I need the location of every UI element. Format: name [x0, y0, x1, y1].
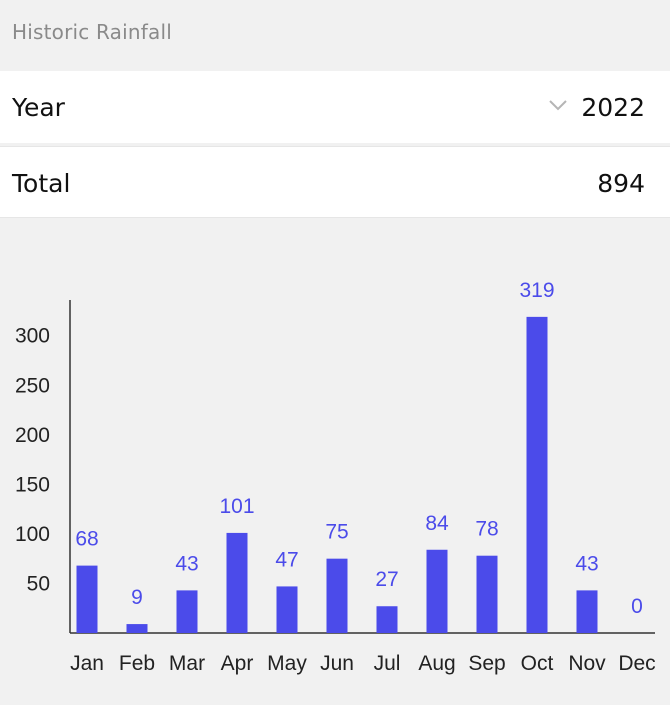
- x-tick-label: Feb: [119, 652, 155, 675]
- bar-chart: 50 100 150 200 250 300 68 Jan 9 Feb 43 Mar 101 Apr 47 M…: [15, 279, 656, 675]
- chevron-down-icon[interactable]: [546, 95, 570, 115]
- y-tick-label: 200: [15, 424, 50, 447]
- year-row: Year 2022: [0, 71, 670, 143]
- total-label: Total: [12, 169, 71, 198]
- bar: [376, 606, 398, 633]
- x-tick-label: Jun: [320, 652, 354, 675]
- x-tick-label: Apr: [221, 652, 254, 675]
- y-tick-label: 250: [15, 374, 50, 397]
- x-tick-label: Oct: [521, 652, 554, 675]
- y-tick-label: 150: [15, 473, 50, 496]
- data-label: 43: [175, 552, 198, 575]
- data-label: 68: [75, 528, 98, 551]
- data-label: 43: [575, 552, 598, 575]
- bar: [526, 316, 548, 633]
- total-row: Total 894: [0, 146, 670, 218]
- data-label: 101: [219, 495, 254, 518]
- bar: [576, 590, 598, 633]
- bar: [76, 565, 98, 633]
- data-label: 84: [425, 512, 449, 535]
- data-label: 9: [131, 586, 143, 609]
- data-label: 0: [631, 595, 643, 618]
- bar: [226, 532, 248, 633]
- y-tick-label: 50: [27, 572, 50, 595]
- y-tick-label: 300: [15, 325, 50, 348]
- data-label: 27: [375, 568, 398, 591]
- year-label: Year: [12, 93, 65, 122]
- x-tick-label: Dec: [618, 652, 655, 675]
- y-tick-label: 100: [15, 523, 50, 546]
- year-select[interactable]: [540, 71, 670, 143]
- bar: [276, 586, 298, 633]
- x-tick-label: Jul: [374, 652, 401, 675]
- section-title: Historic Rainfall: [12, 20, 172, 44]
- bar: [426, 549, 448, 633]
- x-tick-label: May: [267, 652, 307, 675]
- bar: [326, 558, 348, 633]
- data-label: 78: [475, 518, 498, 541]
- bar: [176, 590, 198, 633]
- x-tick-label: Mar: [169, 652, 205, 675]
- x-tick-label: Nov: [568, 652, 606, 675]
- data-label: 319: [519, 279, 554, 302]
- section-header: Historic Rainfall: [0, 0, 670, 68]
- bar: [126, 624, 148, 633]
- total-value: 894: [597, 169, 645, 198]
- year-value[interactable]: 2022: [581, 93, 645, 122]
- x-tick-label: Jan: [70, 652, 104, 675]
- x-tick-label: Sep: [468, 652, 505, 675]
- rainfall-chart: 50 100 150 200 250 300 68 Jan 9 Feb 43 Mar 101 Apr 47 M…: [0, 220, 670, 700]
- x-tick-label: Aug: [418, 652, 455, 675]
- bar: [476, 555, 498, 633]
- data-label: 47: [275, 548, 298, 571]
- data-label: 75: [325, 521, 348, 544]
